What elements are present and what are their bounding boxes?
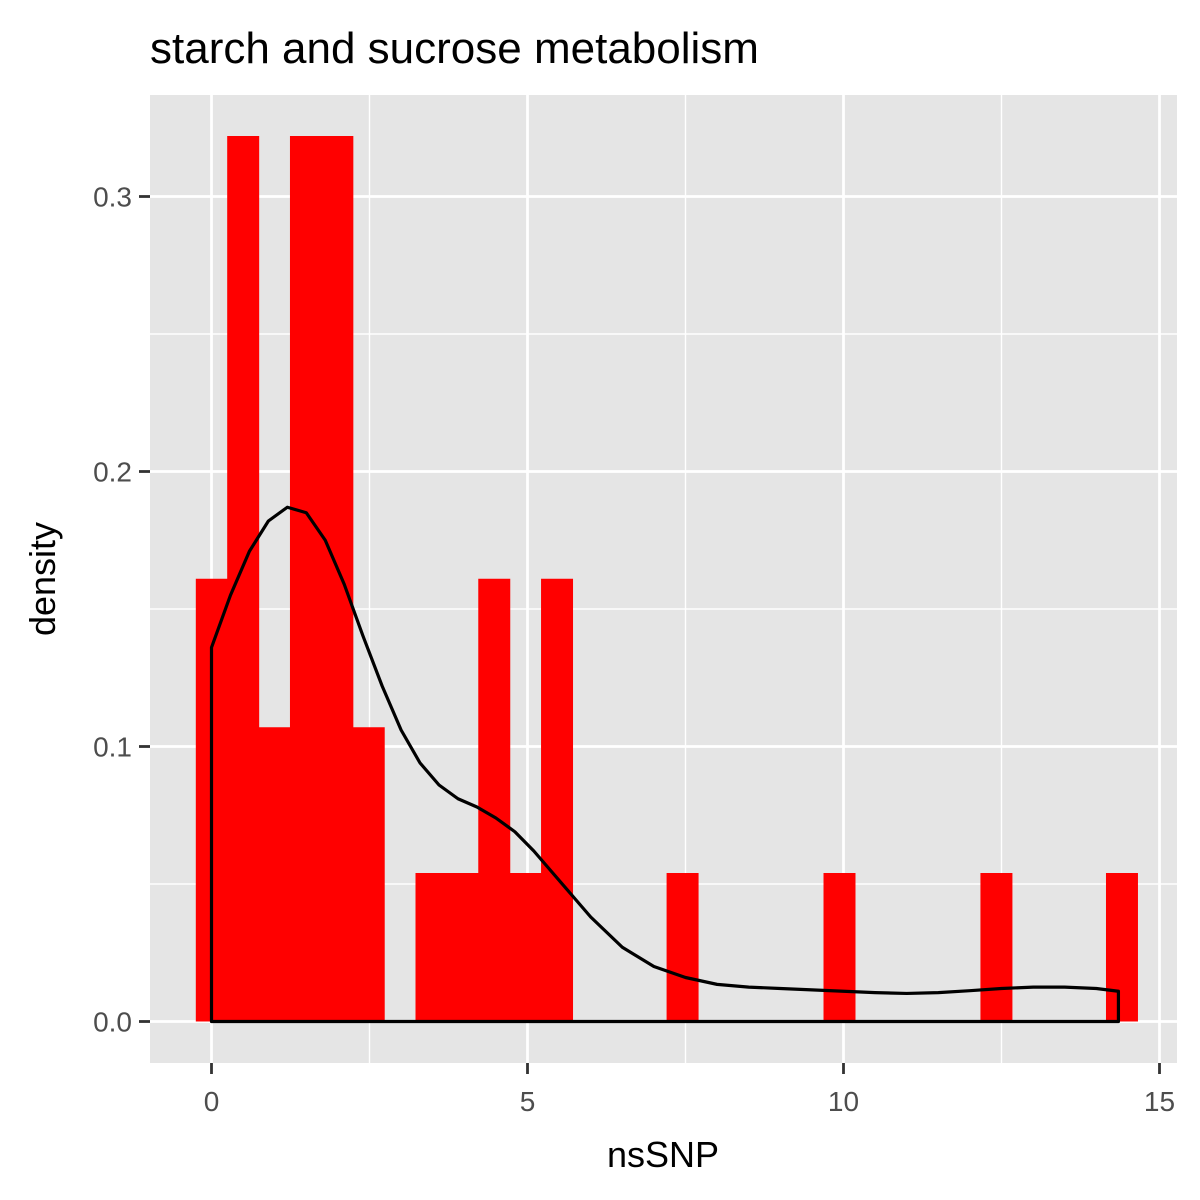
density-curve: [209, 505, 1121, 1024]
histogram-bar: [415, 873, 448, 1022]
histogram-bar: [509, 873, 542, 1022]
histogram-bar: [478, 578, 511, 1022]
histogram-bar: [666, 873, 699, 1022]
histogram-bar: [823, 873, 856, 1022]
x-tick-label: 10: [828, 1086, 859, 1117]
histogram-bar: [227, 136, 260, 1022]
x-tick-label: 0: [204, 1086, 220, 1117]
chart-title: starch and sucrose metabolism: [150, 24, 759, 73]
histogram-bar: [446, 873, 479, 1022]
y-tick-label: 0.3: [93, 182, 132, 213]
histogram-bar: [289, 136, 322, 1022]
x-axis-title: nsSNP: [607, 1134, 719, 1175]
histogram-bar: [352, 727, 385, 1022]
histogram-bar: [321, 136, 354, 1022]
x-axis: 0 5 10 15: [204, 1063, 1175, 1117]
y-axis: 0.0 0.1 0.2 0.3: [93, 182, 150, 1038]
x-tick-label: 15: [1144, 1086, 1175, 1117]
y-tick-label: 0.1: [93, 732, 132, 763]
histogram-bar: [258, 727, 291, 1022]
histogram-bars: [195, 136, 1138, 1022]
histogram-bar: [1105, 873, 1138, 1022]
histogram-bar: [541, 578, 574, 1022]
y-tick-label: 0.2: [93, 457, 132, 488]
y-axis-title: density: [22, 522, 63, 636]
x-tick-label: 5: [520, 1086, 536, 1117]
y-tick-label: 0.0: [93, 1007, 132, 1038]
histogram-bar: [980, 873, 1013, 1022]
